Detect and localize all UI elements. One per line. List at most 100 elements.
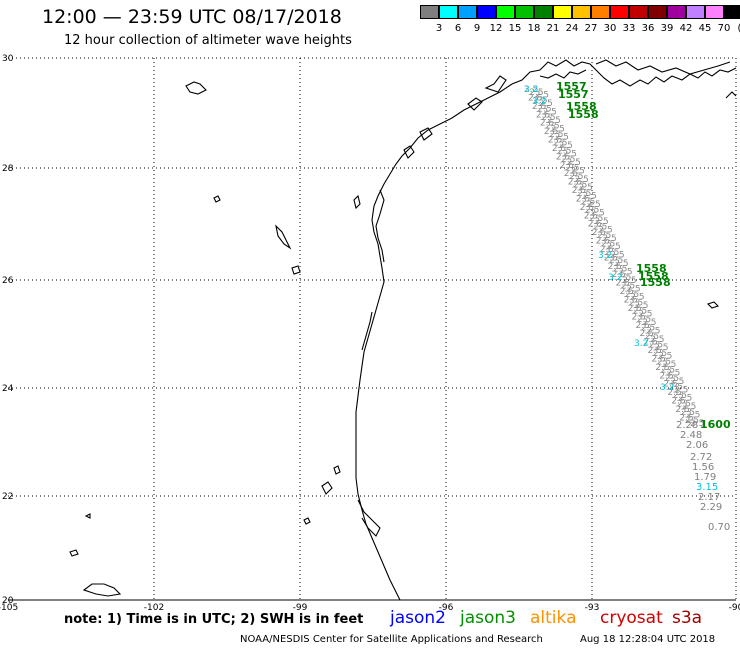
track-time-label: 1558 <box>638 270 669 283</box>
track-reading-high: 3.2 <box>524 85 538 95</box>
lon-tick-label: -99 <box>293 603 308 613</box>
scale-label: 45 <box>698 23 712 34</box>
track-time-label: 1558 <box>640 276 671 289</box>
track-reading: 2.5 <box>597 231 611 241</box>
track-reading: 2.5 <box>629 298 643 308</box>
swh-label: 0.70 <box>708 522 730 533</box>
track-reading: 2.5 <box>539 99 553 109</box>
scale-swatch <box>705 5 724 19</box>
page-title: 12:00 — 23:59 UTC 08/17/2018 <box>42 6 342 28</box>
scale-label: 12 <box>489 23 503 34</box>
track-reading: 2.5 <box>576 195 590 205</box>
legend-jason3: jason3 <box>460 608 516 628</box>
track-reading: 2.5 <box>649 340 663 350</box>
track-reading: 2.5 <box>620 287 634 297</box>
track-reading: 2.5 <box>561 155 575 165</box>
scale-swatch <box>477 5 496 19</box>
track-reading: 2.5 <box>677 399 691 409</box>
scale-swatch <box>515 5 534 19</box>
scale-label: 36 <box>641 23 655 34</box>
track-reading: 2.5 <box>630 293 644 303</box>
lon-tick-label: -105 <box>0 603 18 613</box>
swh-label: 2.06 <box>686 440 708 451</box>
track-reading: 2.5 <box>604 253 618 263</box>
track-reading: 2.5 <box>589 214 603 224</box>
track-reading: 2.5 <box>594 217 608 227</box>
track-reading: 2.5 <box>653 349 667 359</box>
track-reading: 2.5 <box>670 377 684 387</box>
track-reading: 2.5 <box>682 402 696 412</box>
lon-tick-label: -90 <box>729 603 740 613</box>
map-frame <box>8 57 737 601</box>
scale-label: 27 <box>584 23 598 34</box>
track-reading: 2.5 <box>549 130 563 140</box>
scale-label: 15 <box>508 23 522 34</box>
track-reading: 2.5 <box>590 209 604 219</box>
track-reading: 2.5 <box>532 102 546 112</box>
lat-tick-label: 26 <box>2 276 14 286</box>
lat-tick-label: 30 <box>2 54 14 64</box>
track-reading: 2.5 <box>650 335 664 345</box>
track-reading: 2.5 <box>571 166 585 176</box>
track-reading: 2.5 <box>600 245 614 255</box>
track-reading: 2.5 <box>667 388 681 398</box>
track-reading: 2.5 <box>584 211 598 221</box>
track-reading: 2.5 <box>654 343 668 353</box>
track-reading: 2.5 <box>685 416 699 426</box>
track-reading-high: 3.2 <box>598 251 612 261</box>
track-reading: 2.5 <box>610 251 624 261</box>
track-reading: 2.5 <box>596 237 610 247</box>
track-reading: 2.5 <box>661 366 675 376</box>
scale-label: 33 <box>622 23 636 34</box>
track-reading: 2.5 <box>588 220 602 230</box>
swh-label: 1.56 <box>692 462 714 473</box>
lat-tick-label: 20 <box>2 596 14 606</box>
track-reading: 2.5 <box>659 371 673 381</box>
track-reading: 2.5 <box>637 315 651 325</box>
track-reading: 2.5 <box>533 96 547 106</box>
track-reading: 2.5 <box>559 141 573 151</box>
scale-label: 39 <box>660 23 674 34</box>
track-reading: 2.5 <box>686 411 700 421</box>
track-reading: 2.5 <box>567 158 581 168</box>
track-reading: 2.5 <box>560 161 574 171</box>
scale-swatch <box>534 5 553 19</box>
track-reading: 2.5 <box>601 239 615 249</box>
scale-swatch <box>572 5 591 19</box>
track-reading: 2.5 <box>674 385 688 395</box>
scale-label: 21 <box>546 23 560 34</box>
lat-tick-label: 24 <box>2 384 14 394</box>
track-reading: 2.5 <box>642 318 656 328</box>
track-reading: 2.5 <box>690 419 704 429</box>
track-reading: 2.5 <box>575 175 589 185</box>
lon-tick-label: -102 <box>144 603 164 613</box>
legend-altika: altika <box>530 608 577 628</box>
scale-swatch <box>439 5 458 19</box>
legend-jason2: jason2 <box>390 608 446 628</box>
track-reading: 2.5 <box>573 180 587 190</box>
scale-swatch <box>667 5 686 19</box>
generated-timestamp: Aug 18 12:28:04 UTC 2018 <box>580 634 716 645</box>
track-reading: 2.5 <box>548 136 562 146</box>
scale-swatch <box>610 5 629 19</box>
track-reading: 2.5 <box>557 147 571 157</box>
track-reading: 2.5 <box>632 312 646 322</box>
track-reading: 2.5 <box>544 127 558 137</box>
track-reading: 2.5 <box>625 290 639 300</box>
track-reading: 2.5 <box>605 248 619 258</box>
track-reading: 2.5 <box>537 105 551 115</box>
track-reading: 2.5 <box>621 282 635 292</box>
track-time-label: 1558 <box>636 262 667 275</box>
coastline <box>69 59 737 601</box>
scale-swatch <box>553 5 572 19</box>
track-reading: 2.5 <box>657 357 671 367</box>
track-time-label: 1558 <box>566 100 597 113</box>
swh-label: 2.28 <box>676 420 698 431</box>
track-reading: 2.5 <box>617 273 631 283</box>
track-reading: 2.5 <box>543 108 557 118</box>
swh-label: 1.79 <box>694 472 716 483</box>
track-reading: 2.5 <box>551 124 565 134</box>
track-reading: 2.5 <box>612 270 626 280</box>
map-tick-labels: 30 28 26 24 22 20-105 -102 -99 -96 -93 -90 <box>0 54 740 613</box>
